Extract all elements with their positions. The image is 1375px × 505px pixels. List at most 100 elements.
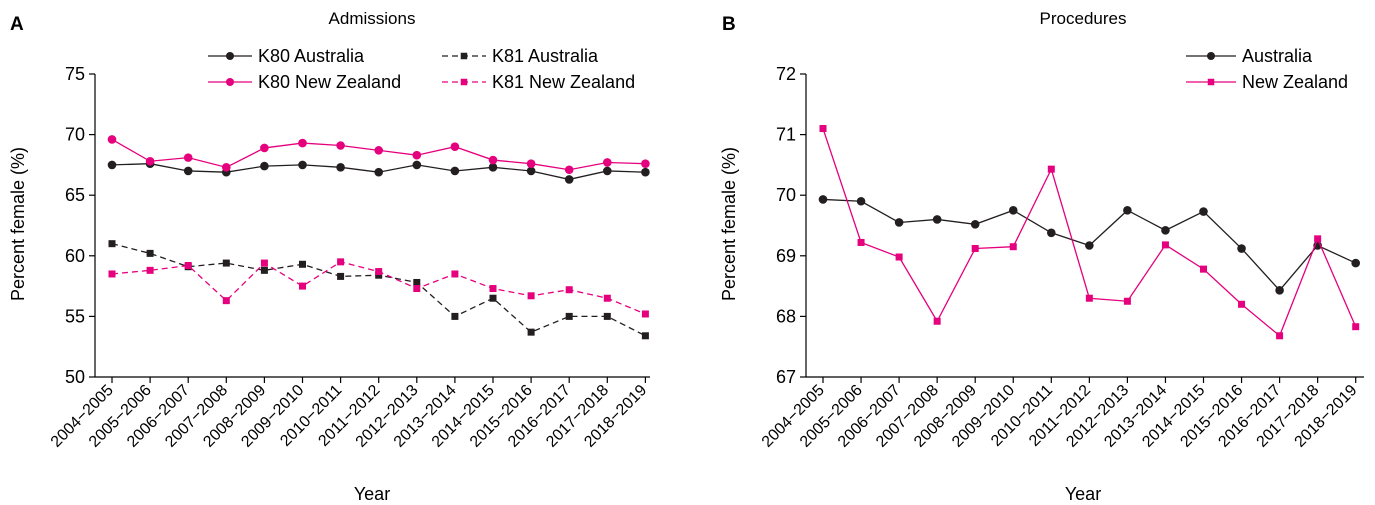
- data-point-new-zealand: [1047, 165, 1055, 173]
- panel-procedures: B Procedures Percent female (%) Year 67 6…: [719, 9, 1364, 504]
- data-point-k80-new-zealand: [183, 153, 193, 162]
- series-australia: [818, 195, 1360, 295]
- legend-label-k81-new-zealand: K81 New Zealand: [492, 72, 635, 92]
- legend-admissions: K80 Australia K80 New Zealand K81 Australi…: [208, 46, 635, 92]
- data-point-new-zealand: [1352, 323, 1360, 331]
- data-point-k80-new-zealand: [336, 141, 345, 150]
- panel-letter-b: B: [722, 14, 736, 35]
- data-point-k81-australia: [565, 312, 573, 320]
- data-point-australia: [1161, 226, 1170, 235]
- legend-marker-k81-australia: [460, 52, 468, 60]
- data-point-k80-australia: [183, 166, 193, 176]
- legend-marker-australia: [1207, 52, 1215, 60]
- data-point-k80-new-zealand: [526, 159, 536, 168]
- data-point-k81-new-zealand: [337, 258, 345, 266]
- x-axis-label-admissions: Year: [354, 484, 390, 504]
- data-point-k81-australia: [451, 312, 459, 320]
- data-point-australia: [1008, 206, 1018, 215]
- x-axis-label-procedures: Year: [1065, 484, 1101, 504]
- data-point-australia: [856, 196, 866, 206]
- data-point-k80-australia: [564, 175, 574, 184]
- y-tick-label: 72: [776, 64, 796, 84]
- y-tick-label: 67: [776, 367, 796, 387]
- data-point-k81-australia: [527, 328, 535, 336]
- data-point-k81-australia: [603, 312, 611, 320]
- data-point-k80-new-zealand: [374, 146, 384, 155]
- data-point-australia: [1275, 286, 1284, 295]
- data-point-new-zealand: [971, 245, 979, 253]
- y-tick-label: 68: [776, 306, 796, 326]
- series-line-new-zealand: [822, 128, 1357, 337]
- data-point-australia: [1351, 258, 1360, 268]
- data-point-k81-new-zealand: [146, 266, 154, 274]
- series-line-k81-australia: [111, 243, 646, 337]
- data-point-k80-new-zealand: [603, 158, 612, 167]
- data-point-k81-new-zealand: [299, 282, 306, 290]
- data-point-australia: [1123, 206, 1132, 215]
- legend-marker-k81-new-zealand: [460, 78, 468, 86]
- data-point-k80-new-zealand: [488, 155, 498, 165]
- y-tick-label: 50: [65, 367, 85, 387]
- data-point-australia: [932, 215, 942, 224]
- data-point-k81-new-zealand: [222, 297, 230, 305]
- y-tick-label: 69: [776, 246, 796, 266]
- data-point-new-zealand: [1314, 235, 1322, 243]
- data-point-k80-australia: [641, 167, 650, 177]
- series-k81-australia: [108, 240, 649, 340]
- data-point-k81-new-zealand: [184, 261, 192, 269]
- data-point-australia: [894, 218, 904, 227]
- data-point-k80-australia: [450, 166, 460, 176]
- data-point-k81-australia: [222, 259, 230, 267]
- data-point-k81-australia: [337, 272, 345, 280]
- legend-label-k80-new-zealand: K80 New Zealand: [258, 72, 401, 92]
- y-tick-label: 70: [776, 185, 796, 205]
- data-point-k80-new-zealand: [298, 138, 307, 148]
- legend-marker-k80-australia: [226, 52, 234, 60]
- data-point-k80-australia: [260, 161, 269, 171]
- panel-letter-a: A: [10, 14, 24, 35]
- data-point-australia: [818, 195, 828, 204]
- legend-procedures: Australia New Zealand: [1186, 46, 1348, 92]
- data-point-k81-australia: [375, 271, 383, 279]
- data-point-k80-australia: [298, 160, 307, 170]
- data-point-k80-new-zealand: [412, 150, 422, 160]
- data-point-australia: [1047, 228, 1056, 238]
- legend-label-australia: Australia: [1242, 46, 1313, 66]
- legend-label-new-zealand: New Zealand: [1242, 72, 1348, 92]
- data-point-k81-new-zealand: [489, 285, 497, 293]
- data-point-k80-new-zealand: [564, 165, 574, 175]
- data-point-k80-australia: [603, 166, 612, 176]
- data-point-k81-new-zealand: [527, 292, 535, 300]
- data-point-k81-new-zealand: [603, 294, 611, 302]
- data-point-new-zealand: [1161, 241, 1169, 249]
- data-point-k81-new-zealand: [451, 270, 459, 278]
- data-point-australia: [1237, 244, 1246, 253]
- series-k80-new-zealand: [107, 135, 650, 175]
- data-point-australia: [970, 219, 980, 229]
- data-point-k81-australia: [146, 249, 154, 257]
- data-point-new-zealand: [1276, 332, 1284, 340]
- data-point-new-zealand: [1123, 297, 1131, 305]
- data-point-k81-new-zealand: [260, 259, 268, 267]
- data-point-new-zealand: [1200, 265, 1207, 273]
- data-point-k81-new-zealand: [641, 310, 649, 318]
- data-point-k81-australia: [299, 260, 306, 268]
- y-axis-label-procedures: Percent female (%): [719, 147, 739, 301]
- data-point-k81-new-zealand: [108, 270, 116, 278]
- data-point-new-zealand: [857, 238, 865, 246]
- chart-title-admissions: Admissions: [329, 9, 416, 28]
- data-point-k81-new-zealand: [565, 286, 573, 294]
- data-point-new-zealand: [933, 317, 941, 325]
- data-point-k81-australia: [413, 278, 421, 286]
- data-point-new-zealand: [819, 125, 827, 133]
- legend-label-k81-australia: K81 Australia: [492, 46, 599, 66]
- data-point-new-zealand: [1238, 300, 1246, 308]
- data-point-k81-australia: [108, 240, 116, 248]
- data-point-k80-new-zealand: [450, 142, 460, 152]
- data-point-k81-australia: [260, 266, 268, 274]
- data-point-k80-australia: [107, 160, 117, 170]
- data-point-new-zealand: [1085, 294, 1093, 302]
- y-tick-label: 60: [65, 246, 85, 266]
- legend-label-k80-australia: K80 Australia: [258, 46, 365, 66]
- data-point-k80-new-zealand: [260, 143, 269, 153]
